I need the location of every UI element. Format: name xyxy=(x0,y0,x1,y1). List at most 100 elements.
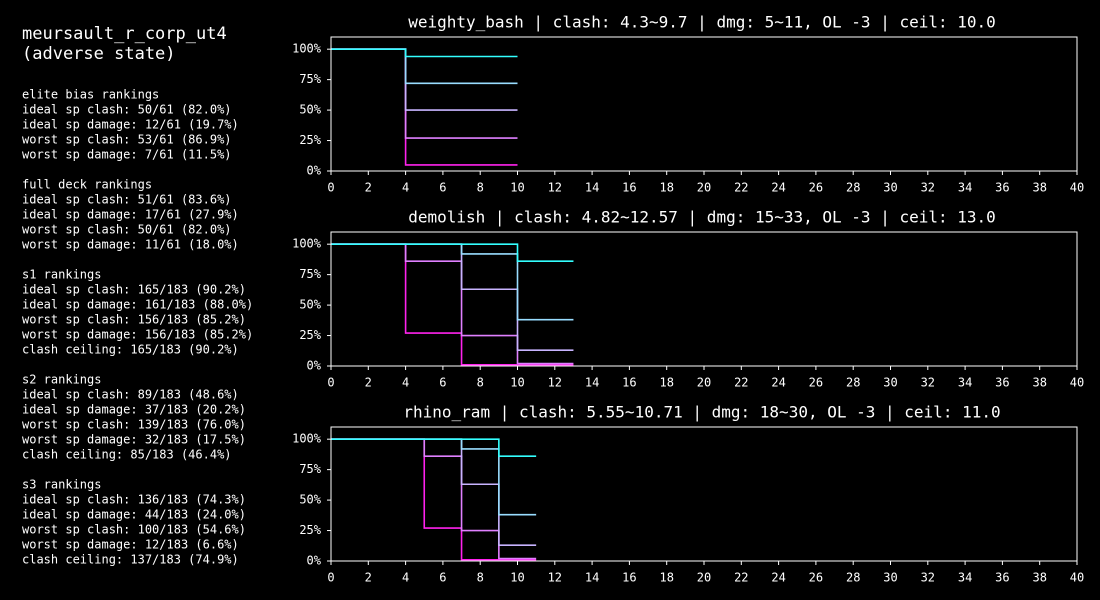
x-tick-label: 20 xyxy=(697,181,711,195)
x-tick-label: 36 xyxy=(995,376,1009,390)
x-tick-label: 8 xyxy=(477,181,484,195)
x-tick-label: 10 xyxy=(510,376,524,390)
step-line xyxy=(331,243,574,263)
step-line xyxy=(331,48,518,139)
step-line xyxy=(331,438,537,546)
x-tick-label: 12 xyxy=(548,376,562,390)
step-line xyxy=(331,438,537,516)
ranking-line: ideal sp clash: 50/61 (82.0%) xyxy=(22,103,232,117)
y-tick-label: 50% xyxy=(299,493,321,507)
ranking-line: ideal sp damage: 44/183 (24.0%) xyxy=(22,508,246,522)
x-tick-label: 30 xyxy=(883,376,897,390)
x-tick-label: 38 xyxy=(1032,181,1046,195)
step-line xyxy=(331,48,518,166)
plot-frame xyxy=(330,36,1078,172)
x-tick-label: 36 xyxy=(995,181,1009,195)
x-tick-label: 20 xyxy=(697,571,711,585)
x-tick-label: 0 xyxy=(327,376,334,390)
y-tick-label: 0% xyxy=(307,359,322,373)
section-heading: s3 rankings xyxy=(22,478,101,492)
ranking-line: clash ceiling: 165/183 (90.2%) xyxy=(22,343,239,357)
x-tick-label: 32 xyxy=(921,571,935,585)
ranking-line: ideal sp clash: 136/183 (74.3%) xyxy=(22,493,246,507)
y-tick-label: 25% xyxy=(299,133,321,147)
ranking-line: worst sp clash: 139/183 (76.0%) xyxy=(22,418,246,432)
x-tick-label: 40 xyxy=(1070,376,1084,390)
ranking-line: ideal sp damage: 161/183 (88.0%) xyxy=(22,298,253,312)
step-line xyxy=(331,438,537,560)
x-tick-label: 30 xyxy=(883,571,897,585)
x-tick-label: 4 xyxy=(402,376,409,390)
x-tick-label: 22 xyxy=(734,376,748,390)
x-tick-label: 12 xyxy=(548,181,562,195)
x-tick-label: 32 xyxy=(921,376,935,390)
x-tick-label: 0 xyxy=(327,571,334,585)
ranking-line: ideal sp clash: 89/183 (48.6%) xyxy=(22,388,239,402)
chart-title: demolish | clash: 4.82~12.57 | dmg: 15~3… xyxy=(408,208,996,227)
ranking-line: ideal sp clash: 165/183 (90.2%) xyxy=(22,283,246,297)
chart-title: weighty_bash | clash: 4.3~9.7 | dmg: 5~1… xyxy=(408,13,996,32)
ranking-line: worst sp clash: 53/61 (86.9%) xyxy=(22,133,232,147)
step-line xyxy=(331,48,518,111)
x-tick-label: 18 xyxy=(659,376,673,390)
x-tick-label: 38 xyxy=(1032,571,1046,585)
y-tick-label: 25% xyxy=(299,328,321,342)
x-tick-label: 2 xyxy=(365,571,372,585)
panel-title: (adverse state) xyxy=(22,44,176,64)
y-tick-label: 100% xyxy=(292,432,322,446)
ranking-line: clash ceiling: 137/183 (74.9%) xyxy=(22,553,239,567)
chart-title: rhino_ram | clash: 5.55~10.71 | dmg: 18~… xyxy=(403,403,1000,422)
x-tick-label: 36 xyxy=(995,571,1009,585)
y-tick-label: 0% xyxy=(307,554,322,568)
ranking-line: worst sp damage: 11/61 (18.0%) xyxy=(22,238,239,252)
x-tick-label: 8 xyxy=(477,376,484,390)
section-heading: s1 rankings xyxy=(22,268,101,282)
y-tick-label: 75% xyxy=(299,462,321,476)
step-line xyxy=(331,438,537,458)
x-tick-label: 24 xyxy=(771,571,785,585)
x-tick-label: 26 xyxy=(809,376,823,390)
x-tick-label: 4 xyxy=(402,571,409,585)
y-tick-label: 75% xyxy=(299,72,321,86)
ranking-line: worst sp clash: 100/183 (54.6%) xyxy=(22,523,246,537)
panel-title: meursault_r_corp_ut4 xyxy=(22,24,227,44)
step-line xyxy=(331,243,574,365)
x-tick-label: 38 xyxy=(1032,376,1046,390)
ranking-line: worst sp damage: 32/183 (17.5%) xyxy=(22,433,246,447)
x-tick-label: 24 xyxy=(771,181,785,195)
x-tick-label: 6 xyxy=(439,376,446,390)
plot-frame xyxy=(330,231,1078,367)
y-tick-label: 25% xyxy=(299,523,321,537)
ranking-line: ideal sp damage: 17/61 (27.9%) xyxy=(22,208,239,222)
x-tick-label: 34 xyxy=(958,571,972,585)
x-tick-label: 4 xyxy=(402,181,409,195)
x-tick-label: 22 xyxy=(734,181,748,195)
ranking-line: worst sp damage: 12/183 (6.6%) xyxy=(22,538,239,552)
x-tick-label: 20 xyxy=(697,376,711,390)
ranking-line: worst sp clash: 156/183 (85.2%) xyxy=(22,313,246,327)
x-tick-label: 16 xyxy=(622,571,636,585)
x-tick-label: 10 xyxy=(510,571,524,585)
x-tick-label: 30 xyxy=(883,181,897,195)
ranking-line: worst sp damage: 7/61 (11.5%) xyxy=(22,148,232,162)
ranking-line: worst sp damage: 156/183 (85.2%) xyxy=(22,328,253,342)
x-tick-label: 18 xyxy=(659,181,673,195)
x-tick-label: 34 xyxy=(958,376,972,390)
y-tick-label: 50% xyxy=(299,298,321,312)
step-line xyxy=(331,243,574,321)
section-heading: full deck rankings xyxy=(22,178,152,192)
x-tick-label: 8 xyxy=(477,571,484,585)
y-tick-label: 0% xyxy=(307,164,322,178)
x-tick-label: 22 xyxy=(734,571,748,585)
x-tick-label: 0 xyxy=(327,181,334,195)
y-tick-label: 75% xyxy=(299,267,321,281)
x-tick-label: 34 xyxy=(958,181,972,195)
x-tick-label: 16 xyxy=(622,376,636,390)
ranking-line: ideal sp damage: 37/183 (20.2%) xyxy=(22,403,246,417)
x-tick-label: 40 xyxy=(1070,181,1084,195)
x-tick-label: 28 xyxy=(846,571,860,585)
x-tick-label: 26 xyxy=(809,181,823,195)
x-tick-label: 40 xyxy=(1070,571,1084,585)
x-tick-label: 14 xyxy=(585,376,599,390)
